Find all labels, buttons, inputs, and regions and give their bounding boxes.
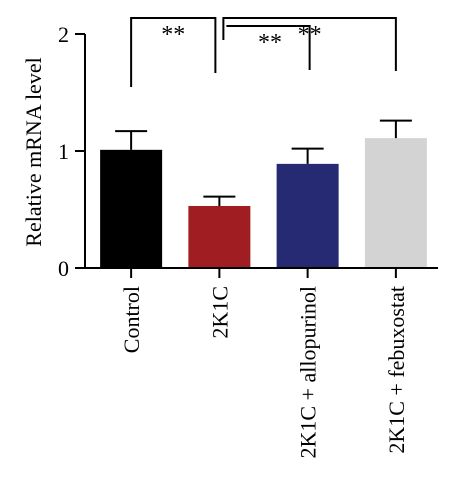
- x-axis-ticks: Control 2K1C 2K1C + allopurinol 2K1C + febu…: [119, 268, 409, 459]
- bar: [188, 205, 251, 268]
- significance-brackets: ** ** **: [130, 17, 397, 87]
- bar: [276, 163, 339, 268]
- significance-bracket: [222, 17, 397, 71]
- significance-bracket: [226, 25, 311, 70]
- error-bars: [115, 119, 412, 206]
- significance-label: **: [161, 22, 185, 48]
- y-axis-label: Relative mRNA level: [21, 57, 46, 246]
- bars: [100, 138, 427, 268]
- significance-bracket: [130, 17, 217, 87]
- significance-label: **: [298, 22, 322, 48]
- y-tick-label: 2: [58, 22, 69, 47]
- y-tick-label: 0: [58, 256, 69, 281]
- x-tick-label: 2K1C + febuxostat: [384, 286, 409, 454]
- bar: [364, 138, 427, 268]
- x-tick-label: Control: [119, 286, 144, 353]
- bar: [100, 149, 163, 268]
- significance-label: **: [258, 30, 282, 56]
- y-axis-ticks: 0 1 2: [58, 22, 85, 281]
- x-tick-label: 2K1C: [207, 286, 232, 339]
- y-tick-label: 1: [58, 139, 69, 164]
- x-tick-label: 2K1C + allopurinol: [296, 286, 321, 459]
